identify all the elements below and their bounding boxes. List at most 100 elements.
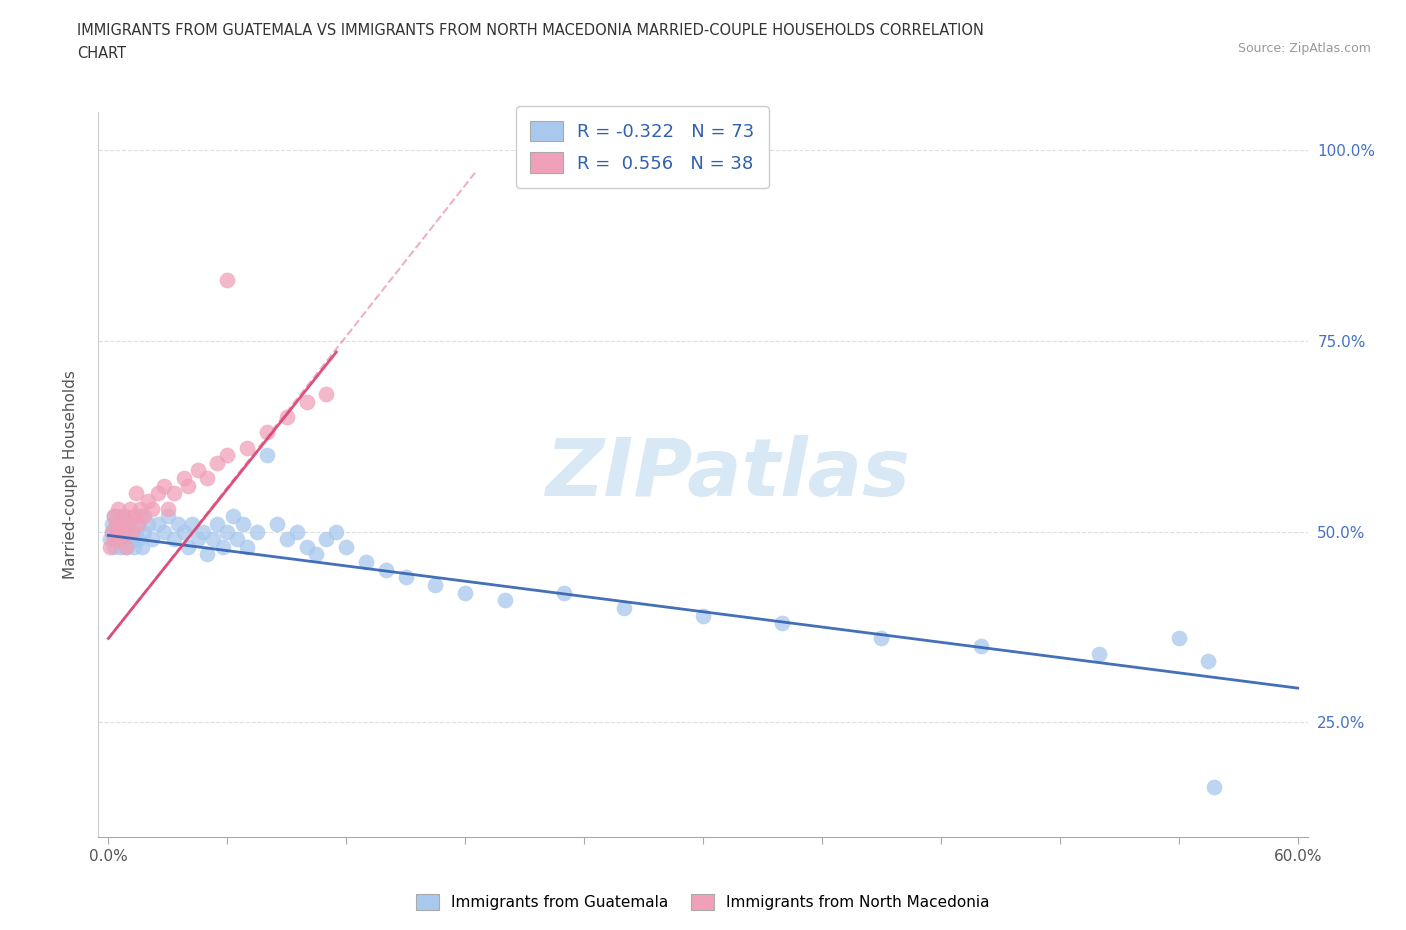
Point (111, 516, 134, 531)
Point (112, 509, 135, 524)
Point (236, 440, 259, 455)
Point (107, 509, 129, 524)
Point (156, 509, 179, 524)
Point (122, 509, 145, 524)
Point (256, 425, 278, 440)
Point (186, 532, 208, 547)
Point (121, 516, 143, 531)
Point (176, 539, 198, 554)
Point (141, 532, 163, 547)
Point (207, 456, 229, 471)
Point (153, 478, 176, 493)
Point (117, 516, 139, 531)
Point (112, 509, 135, 524)
Point (115, 539, 138, 554)
Point (315, 387, 337, 402)
Point (127, 516, 149, 531)
Point (202, 532, 225, 547)
Point (295, 394, 318, 409)
Point (1198, 654, 1220, 669)
Point (553, 585, 575, 600)
Point (1204, 780, 1226, 795)
Point (217, 447, 239, 462)
Point (870, 631, 893, 646)
Point (276, 409, 298, 424)
Point (232, 516, 254, 531)
Point (98, 532, 121, 547)
Point (197, 471, 219, 485)
Point (494, 592, 516, 607)
Point (315, 532, 337, 547)
Point (120, 501, 142, 516)
Point (136, 516, 159, 531)
Point (115, 516, 138, 531)
Point (217, 272, 239, 287)
Point (107, 525, 129, 539)
Point (101, 525, 124, 539)
Point (103, 532, 125, 547)
Point (1167, 631, 1189, 646)
Point (180, 516, 202, 531)
Point (236, 539, 259, 554)
Point (105, 516, 128, 531)
Point (613, 601, 636, 616)
Point (127, 532, 149, 547)
Point (166, 516, 188, 531)
Point (156, 501, 179, 516)
Point (110, 532, 132, 547)
Point (103, 509, 125, 524)
Point (112, 525, 135, 539)
Point (110, 525, 132, 539)
Point (770, 616, 793, 631)
Point (226, 532, 249, 547)
Point (101, 516, 124, 531)
Point (122, 539, 145, 554)
Point (146, 516, 169, 531)
Point (131, 539, 153, 554)
Text: IMMIGRANTS FROM GUATEMALA VS IMMIGRANTS FROM NORTH MACEDONIA MARRIED-COUPLE HOUS: IMMIGRANTS FROM GUATEMALA VS IMMIGRANTS … (77, 23, 984, 38)
Point (266, 516, 288, 531)
Text: Source: ZipAtlas.com: Source: ZipAtlas.com (1237, 42, 1371, 55)
Point (121, 525, 143, 539)
Point (117, 525, 139, 539)
Point (110, 539, 132, 554)
Point (105, 516, 128, 531)
Point (141, 501, 163, 516)
Legend: Immigrants from Guatemala, Immigrants from North Macedonia: Immigrants from Guatemala, Immigrants fr… (408, 886, 998, 918)
Text: CHART: CHART (77, 46, 127, 61)
Point (692, 608, 714, 623)
Point (276, 532, 298, 547)
Point (136, 494, 159, 509)
Point (129, 501, 152, 516)
Point (335, 539, 357, 554)
Point (193, 525, 215, 539)
Point (425, 578, 447, 592)
Point (969, 639, 991, 654)
Point (285, 525, 308, 539)
Point (222, 509, 245, 524)
Point (325, 525, 347, 539)
Point (207, 516, 229, 531)
Point (101, 525, 124, 539)
Point (146, 486, 169, 501)
Legend: R = -0.322   N = 73, R =  0.556   N = 38: R = -0.322 N = 73, R = 0.556 N = 38 (516, 106, 769, 188)
Point (173, 471, 195, 485)
Point (163, 532, 186, 547)
Point (212, 539, 235, 554)
Point (163, 486, 186, 501)
Y-axis label: Married-couple Households: Married-couple Households (63, 370, 77, 578)
Point (256, 447, 278, 462)
Point (125, 525, 148, 539)
Point (354, 554, 377, 569)
Point (132, 525, 155, 539)
Point (115, 539, 138, 554)
Point (132, 509, 155, 524)
Point (103, 509, 125, 524)
Point (246, 525, 269, 539)
Point (374, 563, 396, 578)
Point (173, 525, 195, 539)
Point (112, 525, 135, 539)
Text: ZIPatlas: ZIPatlas (544, 435, 910, 513)
Point (107, 525, 129, 539)
Point (217, 525, 239, 539)
